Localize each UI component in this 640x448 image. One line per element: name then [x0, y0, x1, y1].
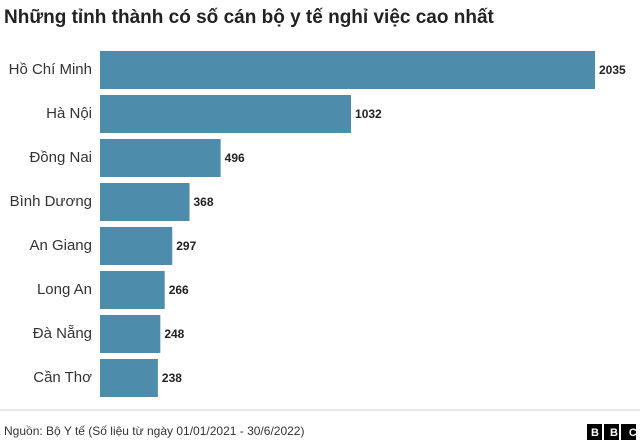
y-tick-label: Long An: [37, 281, 92, 298]
data-label: 496: [225, 151, 245, 165]
y-tick-label: Đồng Nai: [29, 149, 92, 166]
bar: [100, 359, 158, 397]
logo-box: [604, 424, 619, 440]
bar: [100, 139, 221, 177]
y-tick-label: Cần Thơ: [33, 369, 92, 386]
y-tick-label: Đà Nẵng: [33, 325, 92, 342]
data-label: 266: [169, 283, 189, 297]
y-tick-label: Bình Dương: [10, 193, 92, 210]
data-label: 248: [164, 327, 184, 341]
bar: [100, 227, 173, 265]
source: Nguồn: Bộ Y tế (Số liệu từ ngày 01/01/20…: [4, 424, 304, 438]
logo-text: BBC: [591, 427, 640, 439]
bar: [100, 271, 165, 309]
y-tick-label: An Giang: [29, 237, 92, 254]
bar: [100, 95, 352, 133]
logo: BBC: [587, 424, 640, 440]
chart-title: Những tỉnh thành có số cán bộ y tế nghỉ …: [4, 7, 495, 28]
bar: [100, 51, 595, 89]
bar: [100, 183, 190, 221]
logo-box: [587, 424, 602, 440]
data-label: 2035: [599, 63, 626, 77]
y-tick-label: Hồ Chí Minh: [9, 61, 92, 78]
data-label: 1032: [355, 107, 382, 121]
data-label: 368: [194, 195, 214, 209]
logo-box: [621, 424, 636, 440]
bar: [100, 315, 161, 353]
y-tick-label: Hà Nội: [46, 105, 92, 122]
data-label: 297: [176, 239, 196, 253]
data-label: 238: [162, 371, 182, 385]
